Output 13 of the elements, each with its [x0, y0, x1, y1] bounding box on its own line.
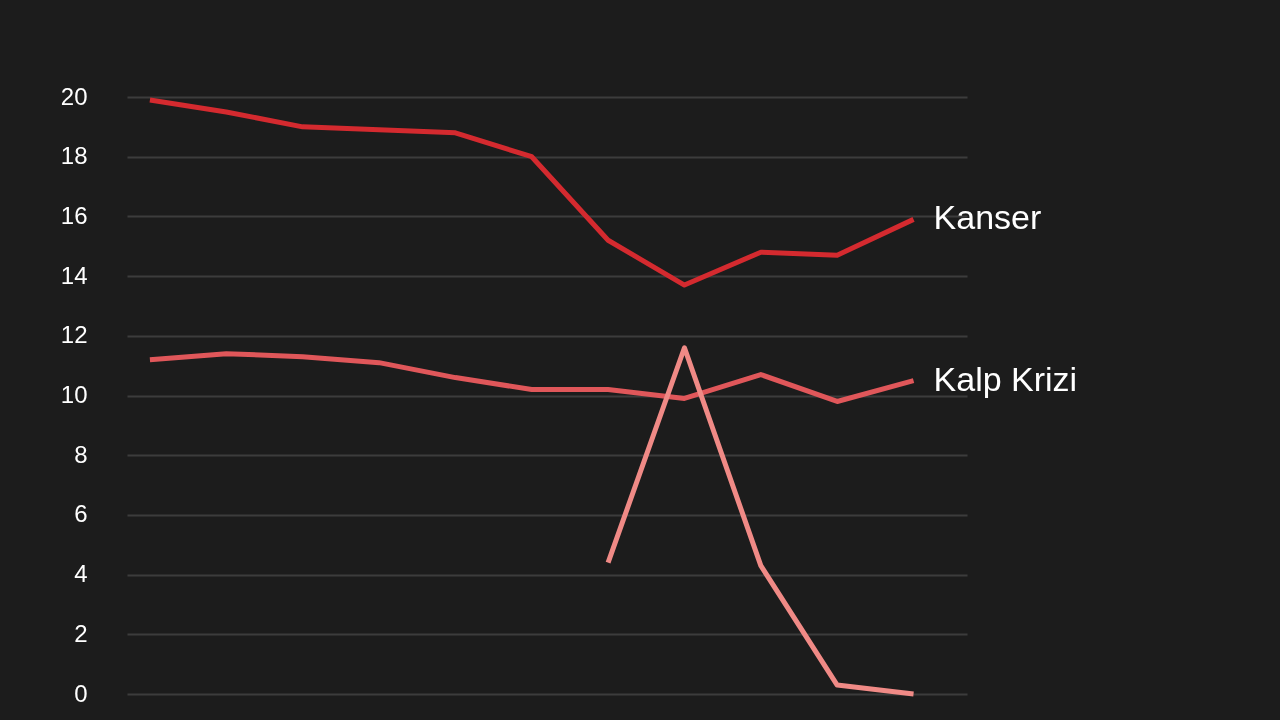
y-tick-label: 18: [60, 142, 88, 170]
y-tick-label: 8: [74, 440, 88, 468]
y-tick-label: 2: [74, 619, 88, 647]
series-label: Kanser: [933, 198, 1042, 237]
y-tick-label: 6: [74, 500, 88, 528]
y-tick-label: 4: [74, 560, 88, 588]
y-tick-label: 0: [74, 679, 88, 707]
y-tick-label: 20: [60, 82, 88, 110]
y-tick-label: 12: [60, 321, 88, 349]
y-tick-label: 10: [60, 381, 88, 408]
y-tick-label: 16: [60, 201, 88, 229]
y-tick-label: 14: [60, 261, 88, 289]
series-label: Kalp Krizi: [933, 359, 1078, 398]
